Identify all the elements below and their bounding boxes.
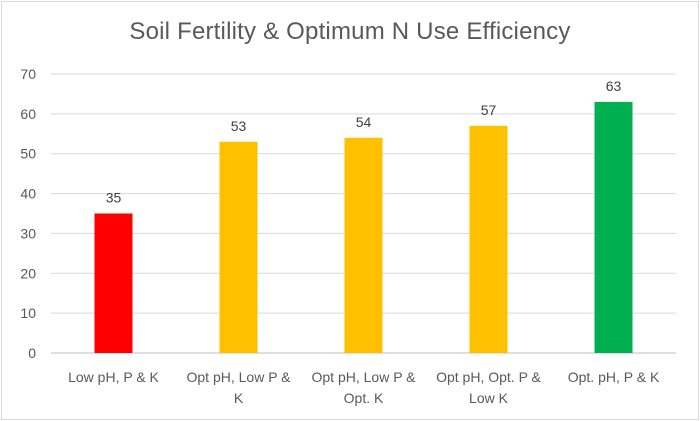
category-label: Opt pH, Opt. P & Low K <box>436 369 541 406</box>
y-tick-label: 70 <box>20 66 36 82</box>
y-tick-label: 20 <box>20 265 36 281</box>
category-label-line: Low K <box>469 390 509 406</box>
y-axis-ticks: 0 10 20 30 40 50 60 70 <box>20 66 36 361</box>
data-label: 35 <box>106 190 122 206</box>
y-tick-label: 40 <box>20 186 36 202</box>
category-label: Opt pH, Low P & Opt. K <box>311 369 416 406</box>
category-label: Opt. pH, P & K <box>568 369 660 385</box>
bar <box>219 141 258 353</box>
category-label-line: Opt. pH, P & K <box>568 369 660 385</box>
y-tick-label: 10 <box>20 305 36 321</box>
bar <box>94 213 133 353</box>
y-tick-label: 60 <box>20 106 36 122</box>
category-label-line: Low pH, P & K <box>68 369 159 385</box>
data-labels: 35 53 54 57 63 <box>106 78 622 206</box>
bar <box>469 125 508 353</box>
data-label: 57 <box>481 102 497 118</box>
y-tick-label: 30 <box>20 225 36 241</box>
bars <box>94 101 633 354</box>
category-label: Low pH, P & K <box>68 369 159 385</box>
bar <box>594 101 633 354</box>
data-label: 63 <box>606 78 622 94</box>
y-tick-label: 0 <box>28 345 36 361</box>
data-label: 54 <box>356 114 372 130</box>
category-label-line: Opt pH, Opt. P & <box>436 369 541 385</box>
chart-title: Soil Fertility & Optimum N Use Efficienc… <box>129 18 571 45</box>
y-tick-label: 50 <box>20 146 36 162</box>
category-label-line: Opt. K <box>344 390 384 406</box>
category-label: Opt pH, Low P & K <box>186 369 291 406</box>
category-label-line: Opt pH, Low P & <box>186 369 291 385</box>
category-label-line: Opt pH, Low P & <box>311 369 416 385</box>
data-label: 53 <box>231 118 247 134</box>
category-label-line: K <box>234 390 244 406</box>
bar <box>344 137 383 353</box>
